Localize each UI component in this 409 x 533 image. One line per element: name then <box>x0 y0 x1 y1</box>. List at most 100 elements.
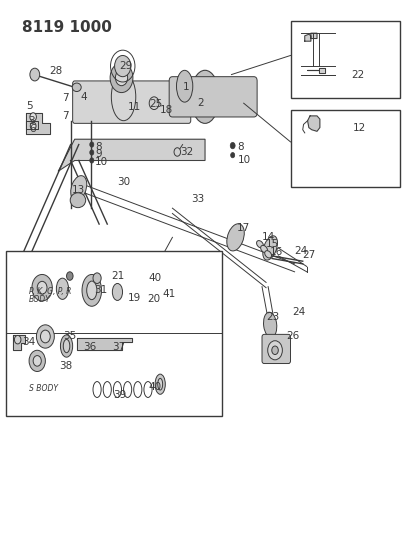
Text: 18: 18 <box>159 104 172 115</box>
Bar <box>290 21 399 98</box>
Text: 6: 6 <box>29 124 36 134</box>
Ellipse shape <box>190 70 219 123</box>
Ellipse shape <box>155 374 165 394</box>
Text: P, K, G, P, R: P, K, G, P, R <box>29 287 71 296</box>
Text: 8: 8 <box>95 142 101 152</box>
Text: 27: 27 <box>302 250 315 260</box>
Text: 25: 25 <box>148 99 162 109</box>
Ellipse shape <box>262 236 277 260</box>
Circle shape <box>30 68 40 81</box>
Text: 11: 11 <box>127 102 141 112</box>
FancyBboxPatch shape <box>72 81 190 123</box>
Polygon shape <box>76 338 131 350</box>
Circle shape <box>271 346 278 354</box>
Text: 2: 2 <box>197 98 204 108</box>
Circle shape <box>93 273 101 284</box>
Ellipse shape <box>226 224 244 251</box>
Polygon shape <box>304 33 316 41</box>
Text: 21: 21 <box>111 271 124 281</box>
Ellipse shape <box>72 83 81 92</box>
Circle shape <box>230 152 234 158</box>
Circle shape <box>32 274 52 301</box>
Polygon shape <box>13 335 25 350</box>
Text: 31: 31 <box>94 285 107 295</box>
Circle shape <box>110 63 133 93</box>
Circle shape <box>174 148 180 156</box>
Text: 19: 19 <box>127 293 141 303</box>
Ellipse shape <box>112 284 122 301</box>
Text: 1: 1 <box>182 82 189 92</box>
Circle shape <box>90 150 94 155</box>
Text: 35: 35 <box>63 332 76 342</box>
Text: 38: 38 <box>59 361 72 371</box>
Circle shape <box>40 330 50 343</box>
Ellipse shape <box>71 176 87 200</box>
Text: 10: 10 <box>237 156 250 165</box>
Text: 22: 22 <box>350 70 363 79</box>
Polygon shape <box>306 68 324 73</box>
Text: 20: 20 <box>147 294 160 304</box>
FancyBboxPatch shape <box>261 334 290 364</box>
Text: 15: 15 <box>265 239 279 249</box>
Ellipse shape <box>264 251 271 258</box>
Circle shape <box>30 122 36 130</box>
Ellipse shape <box>56 278 68 300</box>
Ellipse shape <box>70 193 85 208</box>
Circle shape <box>267 341 282 360</box>
Circle shape <box>90 142 94 147</box>
Text: 3: 3 <box>28 116 34 126</box>
Circle shape <box>115 55 130 77</box>
Polygon shape <box>58 139 204 171</box>
Text: 28: 28 <box>49 67 63 76</box>
Polygon shape <box>307 116 319 131</box>
Ellipse shape <box>260 245 267 253</box>
Ellipse shape <box>86 281 97 300</box>
Circle shape <box>36 325 54 348</box>
Ellipse shape <box>63 340 70 353</box>
Text: 8: 8 <box>237 142 244 152</box>
Circle shape <box>14 335 21 344</box>
Text: 13: 13 <box>71 184 85 195</box>
Ellipse shape <box>111 73 135 120</box>
Text: 37: 37 <box>112 342 125 352</box>
Ellipse shape <box>263 312 276 337</box>
Text: 16: 16 <box>270 247 283 257</box>
Circle shape <box>115 70 127 86</box>
Polygon shape <box>26 120 38 128</box>
Circle shape <box>33 356 41 366</box>
Text: 12: 12 <box>352 123 365 133</box>
Text: 7: 7 <box>61 93 68 103</box>
Circle shape <box>29 350 45 372</box>
Ellipse shape <box>256 240 263 248</box>
Text: 40: 40 <box>148 273 162 283</box>
Text: 41: 41 <box>162 289 175 299</box>
Circle shape <box>37 281 47 294</box>
Text: 4: 4 <box>81 92 87 102</box>
Circle shape <box>66 272 73 280</box>
Text: 24: 24 <box>292 306 305 317</box>
Ellipse shape <box>82 274 101 306</box>
Text: 29: 29 <box>119 61 133 71</box>
Circle shape <box>149 97 159 110</box>
Circle shape <box>90 158 94 163</box>
Polygon shape <box>26 113 50 134</box>
FancyBboxPatch shape <box>169 77 256 117</box>
Text: 9: 9 <box>95 149 101 159</box>
Bar <box>290 110 399 187</box>
Circle shape <box>30 113 36 121</box>
Text: 24: 24 <box>294 246 307 256</box>
Text: 39: 39 <box>113 390 126 400</box>
Ellipse shape <box>60 335 72 357</box>
Text: 40: 40 <box>148 382 162 392</box>
Circle shape <box>230 142 234 149</box>
Text: 23: 23 <box>265 312 279 322</box>
Text: 17: 17 <box>236 223 249 233</box>
Bar <box>6 251 222 416</box>
Text: 34: 34 <box>22 337 36 347</box>
Text: 8119 1000: 8119 1000 <box>22 20 111 35</box>
Text: 10: 10 <box>95 157 108 166</box>
Ellipse shape <box>157 378 162 390</box>
Text: 36: 36 <box>83 342 97 352</box>
Ellipse shape <box>176 70 192 102</box>
Text: S BODY: S BODY <box>29 384 58 393</box>
